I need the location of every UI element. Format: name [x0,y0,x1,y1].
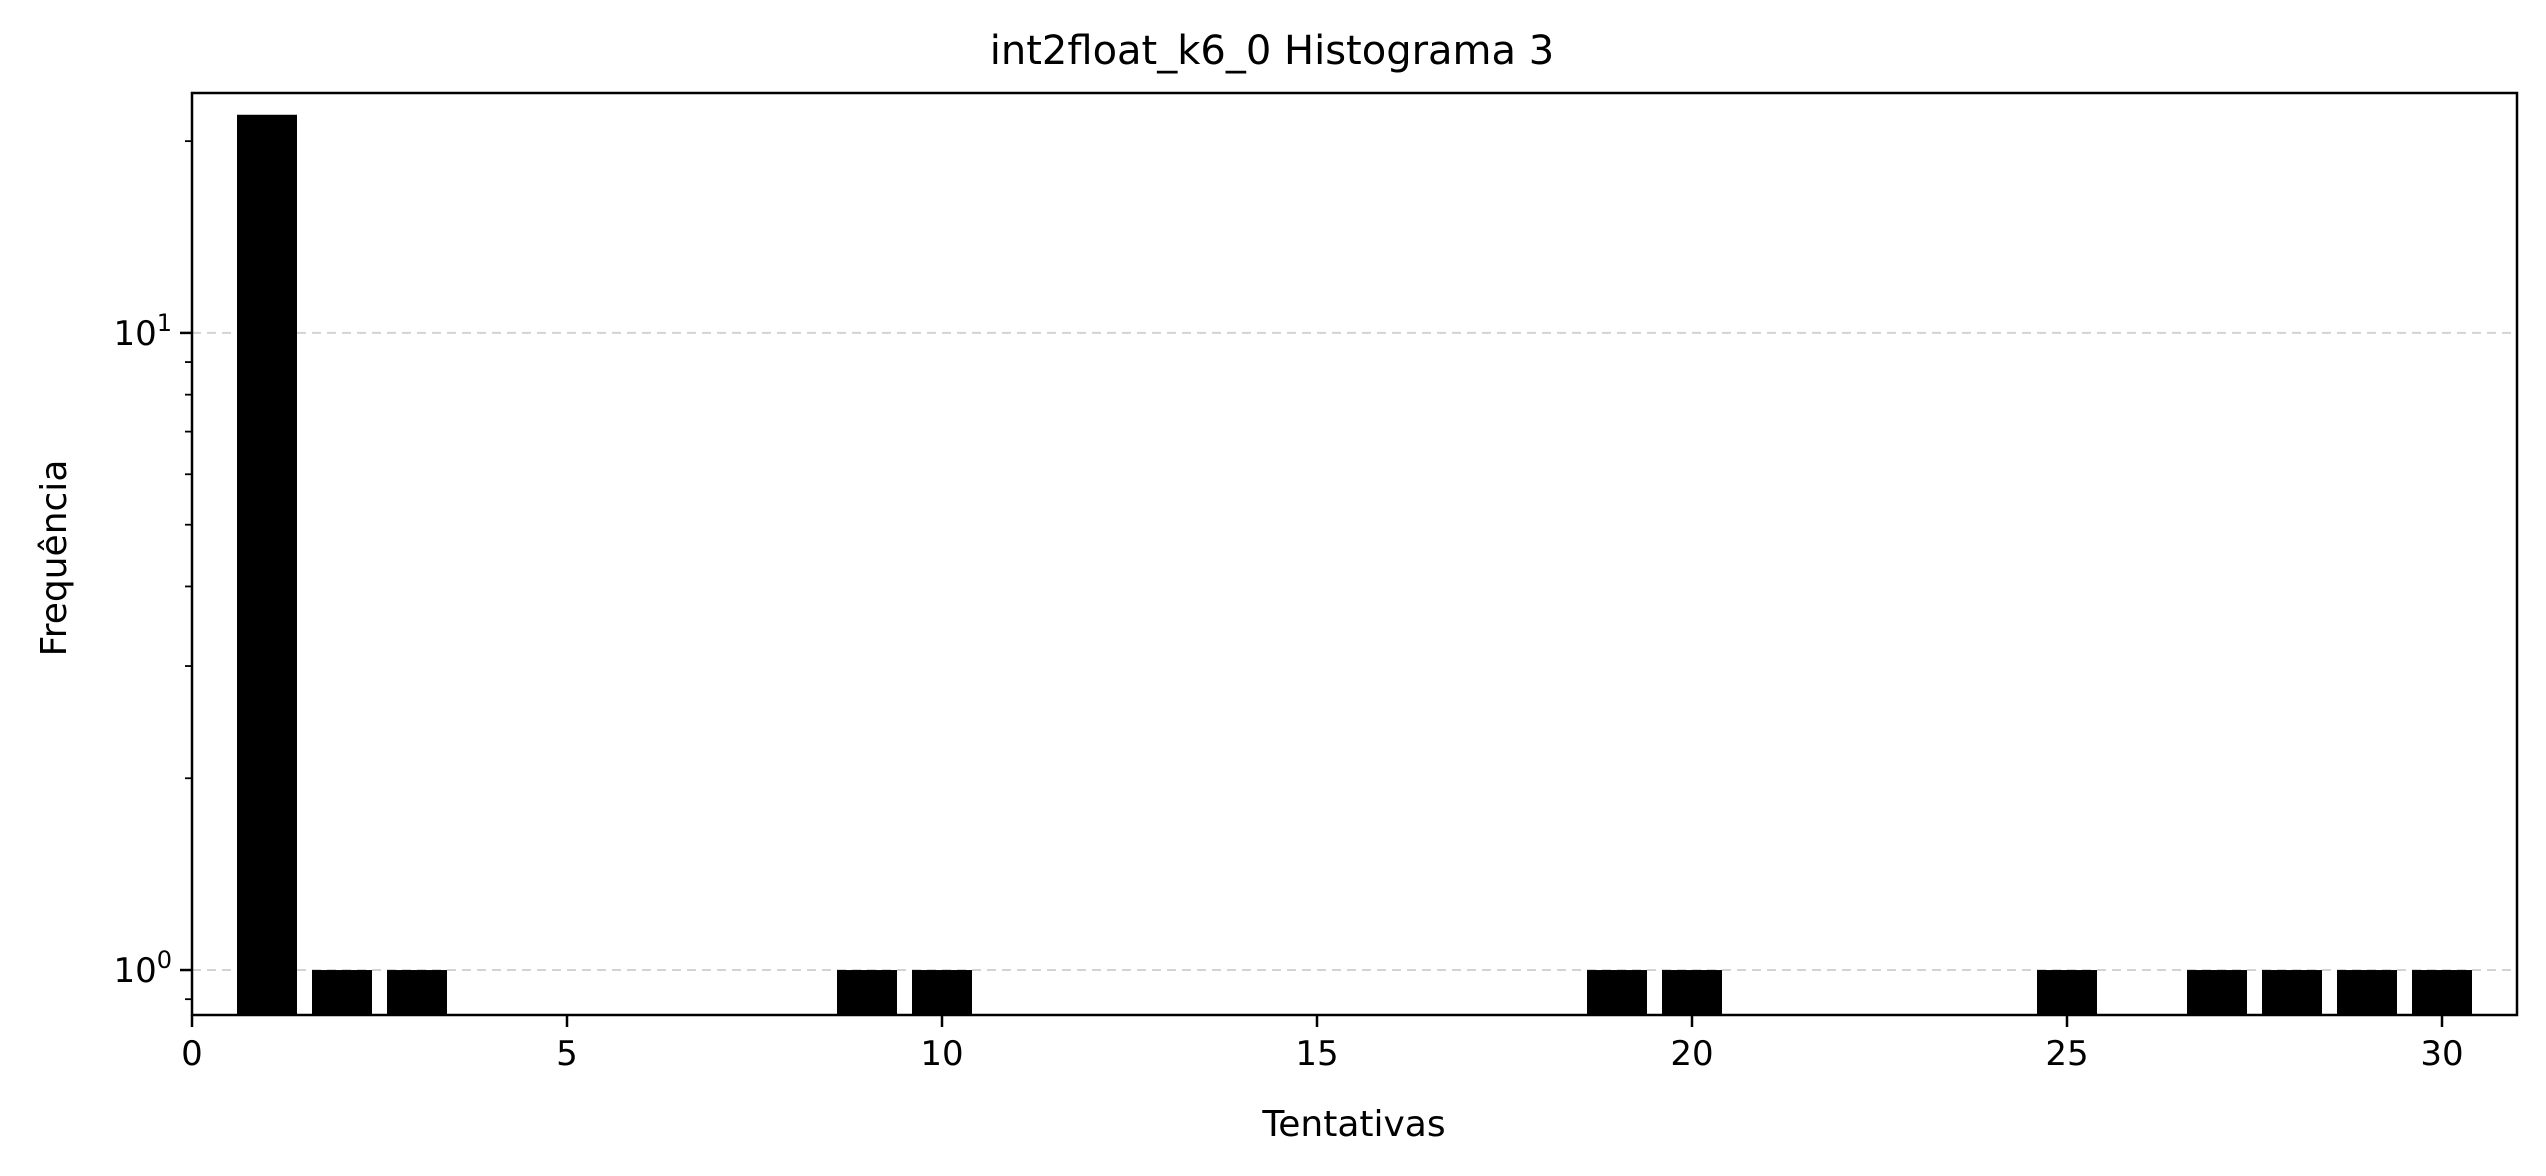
y-tick-label: 100 [113,946,172,991]
histogram-bar [837,970,897,1015]
histogram-bar [387,970,447,1015]
x-tick-label: 15 [1295,1034,1338,1074]
y-axis: 100 101 [113,140,192,1001]
histogram-bar [312,970,372,1015]
x-tick-label: 20 [1670,1034,1713,1074]
histogram-bar [2337,970,2397,1015]
histogram-bar [1587,970,1647,1015]
x-tick-label: 25 [2045,1034,2088,1074]
x-axis-label: Tentativas [1261,1104,1445,1145]
histogram-bar [1662,970,1722,1015]
histogram-bar [2187,970,2247,1015]
y-tick-label: 101 [113,309,172,354]
gridlines [192,331,2517,972]
chart-title: int2float_k6_0 Histograma 3 [990,28,1554,74]
x-tick-label: 0 [181,1034,203,1074]
histogram-bar [2262,970,2322,1015]
histogram-bar [2037,970,2097,1015]
histogram-bar [237,114,297,1015]
x-tick-label: 10 [920,1034,963,1074]
x-tick-label: 30 [2420,1034,2463,1074]
bars [237,114,2472,1015]
plot-frame [190,91,2519,1017]
x-tick-label: 5 [556,1034,578,1074]
x-axis: 0 5 10 15 20 25 30 [181,1015,2464,1074]
histogram-bar [912,970,972,1015]
histogram-bar [2412,970,2472,1015]
y-axis-label: Frequência [34,460,75,657]
